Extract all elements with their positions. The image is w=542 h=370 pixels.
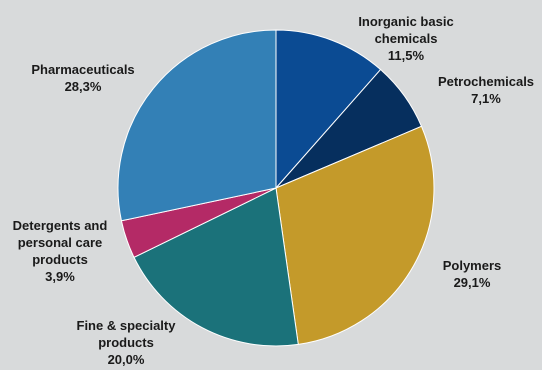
pie-slice-5 [117, 29, 277, 222]
slice-label-0: Inorganic basic chemicals 11,5% [358, 14, 453, 63]
slice-name-label: Pharmaceuticals [31, 62, 134, 77]
slice-value-label: 29,1% [454, 275, 491, 290]
slice-name-label: Fine & specialty [77, 318, 177, 333]
slice-name-label: Detergents and [13, 218, 108, 233]
slice-value-label: 7,1% [471, 91, 501, 106]
slice-name-label: products [32, 252, 88, 267]
slice-value-label: 28,3% [65, 79, 102, 94]
slice-name-label: Petrochemicals [438, 74, 534, 89]
pie-slice-2 [275, 125, 435, 345]
slice-label-4: Detergents and personal care products 3,9% [13, 218, 108, 284]
pie-slice-0 [275, 29, 382, 190]
pie-slice-3 [133, 187, 299, 347]
slice-name-label: personal care [18, 235, 103, 250]
slice-name-label: Polymers [443, 258, 502, 273]
slice-name-label: products [98, 335, 154, 350]
slice-value-label: 11,5% [388, 48, 425, 63]
slice-label-5: Pharmaceuticals 28,3% [31, 62, 134, 94]
slice-name-label: chemicals [375, 31, 438, 46]
slice-value-label: 3,9% [45, 269, 75, 284]
slice-label-2: Polymers 29,1% [443, 258, 502, 290]
slice-value-label: 20,0% [108, 352, 145, 367]
slice-label-3: Fine & specialty products 20,0% [77, 318, 177, 367]
slice-name-label: Inorganic basic [358, 14, 453, 29]
slice-label-1: Petrochemicals 7,1% [438, 74, 534, 106]
